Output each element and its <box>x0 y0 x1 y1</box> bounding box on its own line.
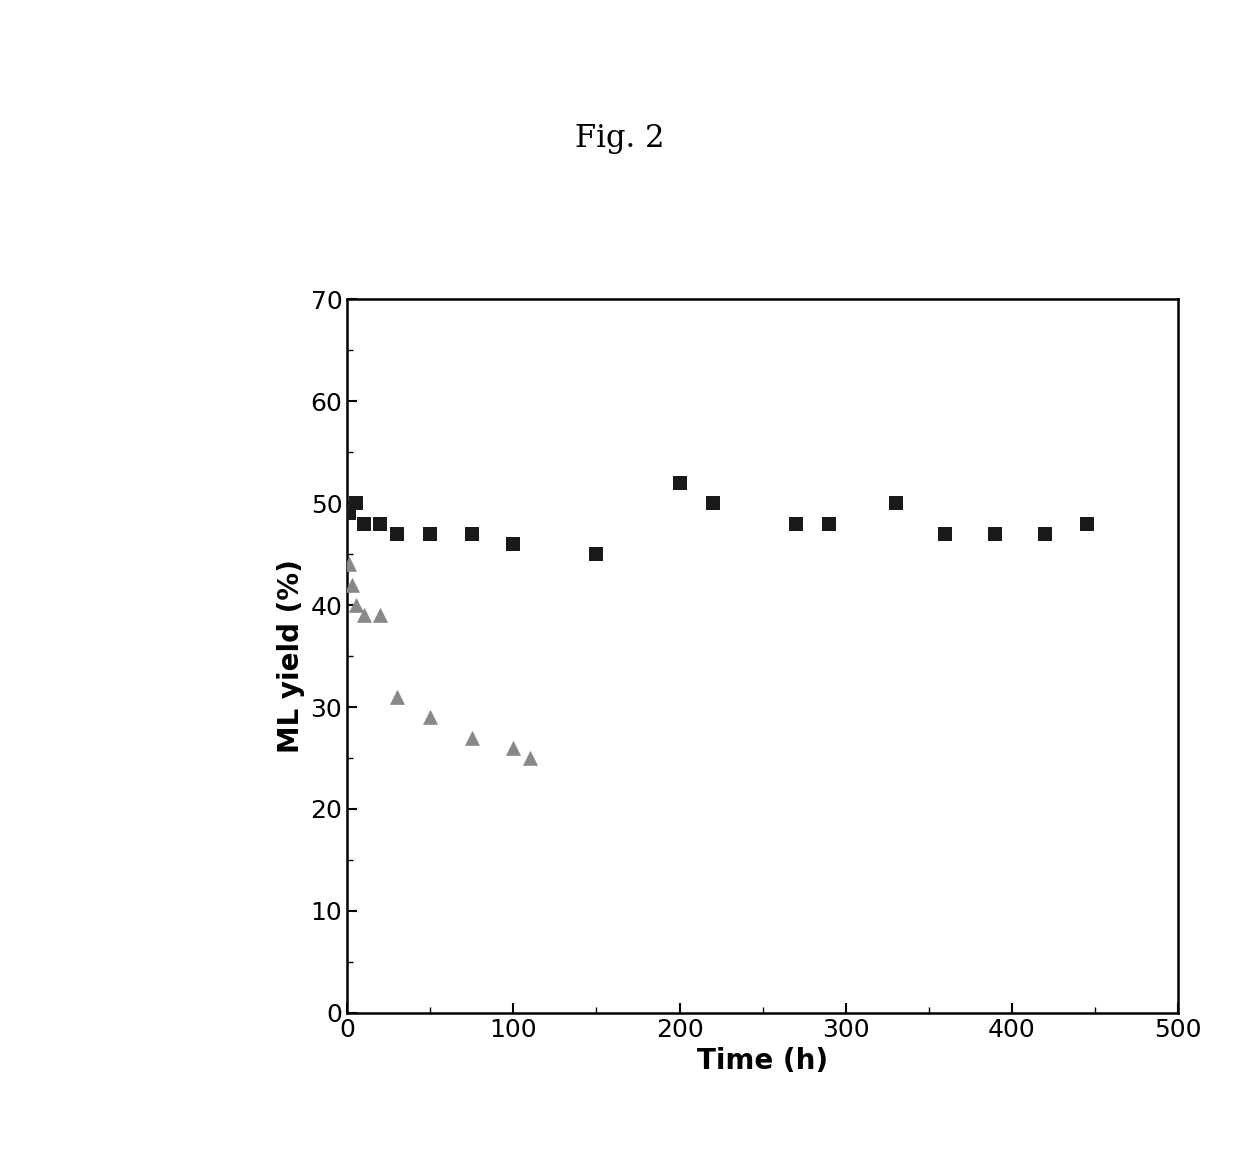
Point <box>520 749 539 768</box>
Point <box>587 544 606 563</box>
Point <box>420 525 440 543</box>
Point <box>1076 514 1096 533</box>
Point <box>346 494 366 512</box>
Point <box>463 525 482 543</box>
Point <box>353 607 373 625</box>
Point <box>387 687 407 706</box>
Point <box>339 555 358 573</box>
Point <box>786 514 806 533</box>
X-axis label: Time (h): Time (h) <box>697 1047 828 1075</box>
Point <box>820 514 839 533</box>
Point <box>420 708 440 726</box>
Point <box>935 525 955 543</box>
Point <box>503 739 523 757</box>
Point <box>346 596 366 615</box>
Point <box>1035 525 1055 543</box>
Point <box>670 473 689 491</box>
Point <box>703 494 723 512</box>
Text: Fig. 2: Fig. 2 <box>575 123 665 153</box>
Point <box>885 494 905 512</box>
Point <box>387 525 407 543</box>
Point <box>463 729 482 747</box>
Y-axis label: ML yield (%): ML yield (%) <box>277 559 305 753</box>
Point <box>503 535 523 554</box>
Point <box>353 514 373 533</box>
Point <box>342 576 362 594</box>
Point <box>986 525 1006 543</box>
Point <box>371 607 391 625</box>
Point <box>371 514 391 533</box>
Point <box>339 504 358 523</box>
